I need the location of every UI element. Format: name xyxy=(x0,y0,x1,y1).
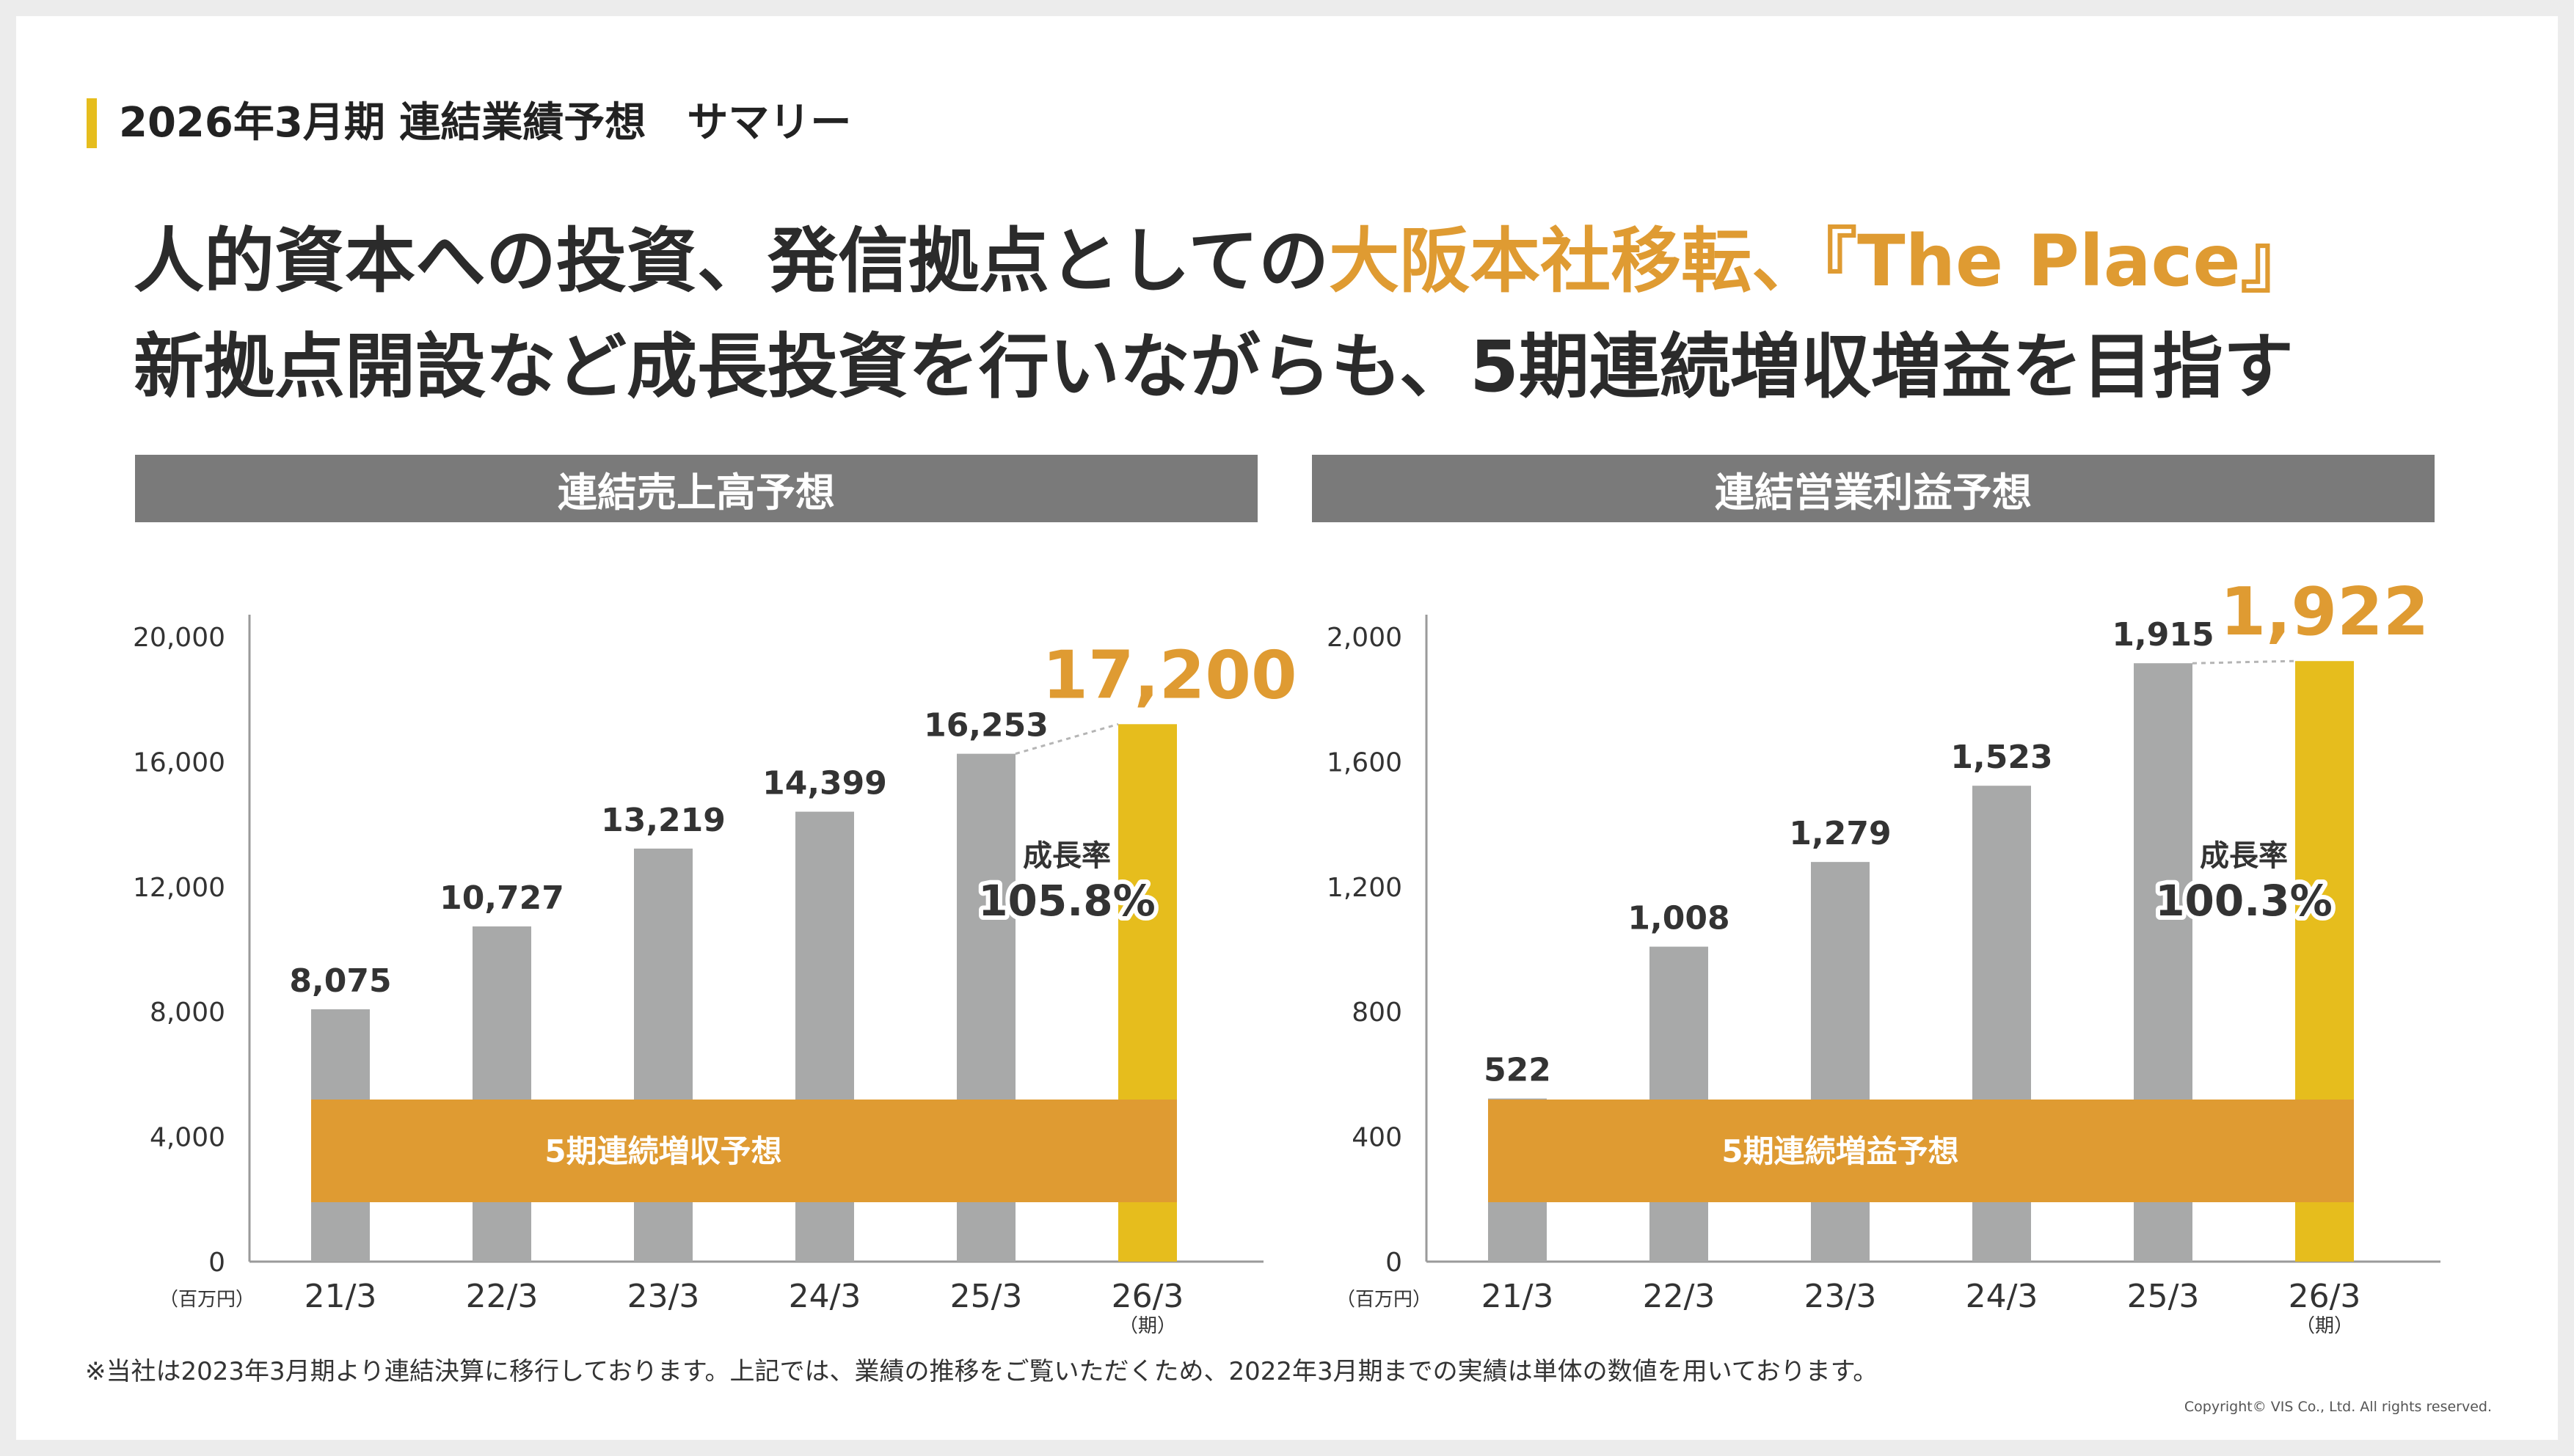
actual-bar xyxy=(473,926,531,1262)
band-label: 5期連続増益予想 xyxy=(1721,1133,1958,1169)
headline: 人的資本への投資、発信拠点としての大阪本社移転、『The Place』 新拠点開… xyxy=(134,208,2311,420)
x-tick-label: 24/3 xyxy=(789,1278,861,1315)
y-unit-label: （百万円） xyxy=(1336,1289,1432,1311)
revenue-chart-header: 連結売上高予想 xyxy=(135,455,1258,522)
y-tick-label: 0 xyxy=(208,1248,225,1278)
headline-line-2: 新拠点開設など成長投資を行いながらも、5期連続増収増益を目指す xyxy=(134,326,2294,408)
bar-value-label: 1,008 xyxy=(1627,900,1729,937)
x-tick-label: 22/3 xyxy=(466,1278,539,1315)
operating-profit-chart: 0 400 800 1,200 1,600 2,000 （百万円） 5期連続増益予想 522 1,… xyxy=(1327,574,2440,1337)
y-tick-label: 20,000 xyxy=(133,623,225,653)
y-tick-label: 16,000 xyxy=(133,747,225,778)
y-tick-label: 2,000 xyxy=(1327,623,1402,653)
x-tick-label: 25/3 xyxy=(950,1278,1023,1315)
y-tick-label: 800 xyxy=(1352,998,1402,1028)
footnote: ※当社は2023年3月期より連結決算に移行しております。上記では、業績の推移をご… xyxy=(85,1357,1878,1386)
bar-value-label: 14,399 xyxy=(762,765,887,802)
operating-profit-chart-header: 連結営業利益予想 xyxy=(1312,455,2435,522)
forecast-value-label: 17,200 xyxy=(1042,637,1297,714)
consecutive-growth-band xyxy=(311,1100,1177,1202)
x-tick-label: 23/3 xyxy=(627,1278,700,1315)
forecast-value-label: 1,922 xyxy=(2220,574,2429,651)
growth-rate-label: 成長率 xyxy=(2200,839,2288,873)
section-title: 2026年3月期 連結業績予想 サマリー xyxy=(119,99,852,147)
growth-rate-value: 105.8% xyxy=(978,876,1156,926)
y-tick-label: 4,000 xyxy=(150,1123,225,1153)
slide: 2026年3月期 連結業績予想 サマリー 人的資本への投資、発信拠点としての大阪… xyxy=(16,16,2558,1440)
bar-value-label: 10,727 xyxy=(440,879,564,917)
bar-value-label: 1,915 xyxy=(2112,616,2214,654)
copyright: Copyright© VIS Co., Ltd. All rights rese… xyxy=(2184,1399,2492,1415)
y-unit-label: （百万円） xyxy=(159,1289,255,1311)
growth-connector-line xyxy=(1015,722,1119,756)
revenue-chart: 0 4,000 8,000 12,000 16,000 20,000 （百万円） 5期連続増収… xyxy=(133,615,1297,1337)
x-tick-label: 22/3 xyxy=(1643,1278,1716,1315)
bar-value-label: 13,219 xyxy=(601,802,726,839)
x-unit-label: （期） xyxy=(1119,1315,1176,1337)
growth-rate-value: 100.3% xyxy=(2155,876,2333,926)
x-tick-label: 21/3 xyxy=(1481,1278,1554,1315)
y-tick-label: 0 xyxy=(1385,1248,1402,1278)
bar-value-label: 1,523 xyxy=(1950,739,2052,776)
x-tick-label: 21/3 xyxy=(305,1278,377,1315)
headline-accent-text: 大阪本社移転、『The Place』 xyxy=(1329,220,2311,302)
x-tick-label: 26/3 xyxy=(2289,1278,2361,1315)
section-accent-bar xyxy=(87,98,97,148)
band-label: 5期連続増収予想 xyxy=(544,1133,781,1169)
bar-value-label: 522 xyxy=(1484,1052,1551,1089)
bar-value-label: 1,279 xyxy=(1789,815,1891,852)
x-tick-label: 26/3 xyxy=(1112,1278,1184,1315)
growth-rate-label: 成長率 xyxy=(1023,839,1111,873)
headline-line-1-text: 人的資本への投資、発信拠点としての xyxy=(134,220,1330,302)
x-unit-label: （期） xyxy=(2296,1315,2353,1337)
y-tick-label: 12,000 xyxy=(133,873,225,903)
y-tick-label: 1,200 xyxy=(1327,873,1402,903)
x-tick-label: 24/3 xyxy=(1966,1278,2038,1315)
y-tick-label: 8,000 xyxy=(150,998,225,1028)
y-tick-label: 1,600 xyxy=(1327,747,1402,778)
y-tick-label: 400 xyxy=(1352,1123,1402,1153)
consecutive-growth-band xyxy=(1488,1100,2354,1202)
x-tick-label: 23/3 xyxy=(1804,1278,1877,1315)
x-tick-label: 25/3 xyxy=(2127,1278,2200,1315)
headline-line-1: 人的資本への投資、発信拠点としての大阪本社移転、『The Place』 xyxy=(134,208,2311,314)
growth-connector-line xyxy=(2192,659,2296,665)
bar-value-label: 8,075 xyxy=(289,962,391,1000)
bar-value-label: 16,253 xyxy=(924,707,1049,745)
